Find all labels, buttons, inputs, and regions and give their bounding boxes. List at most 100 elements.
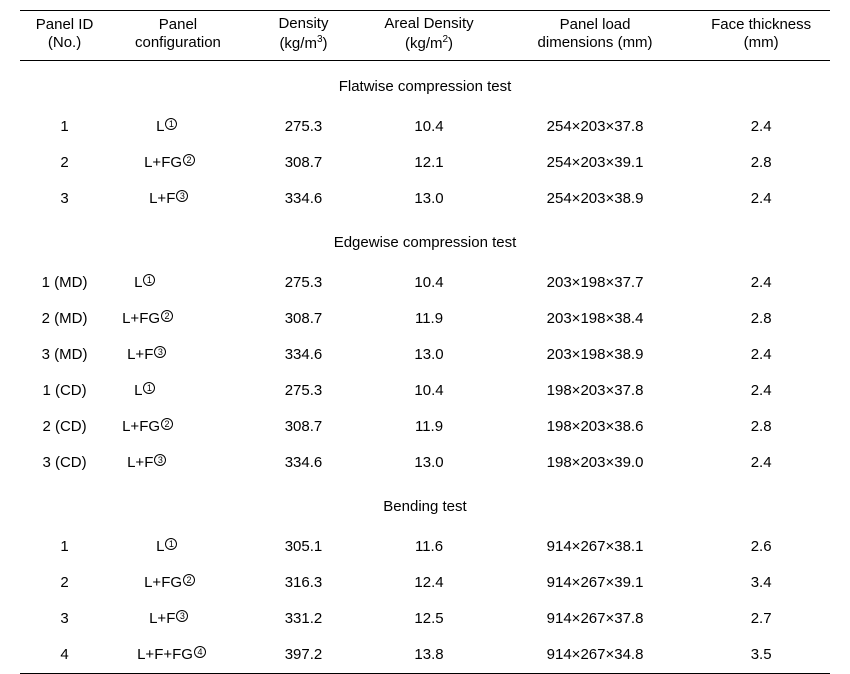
header-text: Panel load xyxy=(560,16,631,33)
cell-face-thickness: 2.4 xyxy=(692,373,830,409)
cell-areal-density: 13.0 xyxy=(360,337,498,373)
table-row: 2L+FG2308.712.1254×203×39.12.8 xyxy=(20,145,830,181)
config-base: L+FG xyxy=(122,418,160,435)
header-text: configuration xyxy=(135,34,221,51)
footnote-marker-icon: 3 xyxy=(176,190,188,202)
table-row: 4L+F+FG4397.213.8914×267×34.83.5 xyxy=(20,637,830,674)
cell-face-thickness: 2.4 xyxy=(692,337,830,373)
config-base: L+FG xyxy=(144,574,182,591)
cell-density: 331.2 xyxy=(247,601,360,637)
table-row: 2 (CD)L+FG2308.711.9198×203×38.62.8 xyxy=(20,409,830,445)
cell-face-thickness: 3.5 xyxy=(692,637,830,674)
footnote-marker-icon: 4 xyxy=(194,646,206,658)
cell-panel-config: L+FG2 xyxy=(109,565,247,601)
config-base: L+F xyxy=(127,346,153,363)
config-base: L+F xyxy=(127,454,153,471)
config-base: L+F+FG xyxy=(137,646,193,663)
config-base: L+F xyxy=(149,190,175,207)
cell-dimensions: 198×203×39.0 xyxy=(498,445,692,481)
cell-areal-density: 11.6 xyxy=(360,529,498,565)
cell-panel-id: 2 xyxy=(20,565,109,601)
table-row: 3 (MD)L+F3334.613.0203×198×38.92.4 xyxy=(20,337,830,373)
cell-dimensions: 914×267×39.1 xyxy=(498,565,692,601)
cell-dimensions: 254×203×38.9 xyxy=(498,181,692,217)
table-row: 3L+F3331.212.5914×267×37.82.7 xyxy=(20,601,830,637)
cell-density: 316.3 xyxy=(247,565,360,601)
cell-face-thickness: 2.7 xyxy=(692,601,830,637)
config-base: L xyxy=(156,538,164,555)
header-row: Panel ID (No.) Panel configuration Densi… xyxy=(20,11,830,61)
cell-face-thickness: 2.4 xyxy=(692,109,830,145)
config-base: L xyxy=(134,274,142,291)
config-base: L+FG xyxy=(122,310,160,327)
cell-panel-id: 3 (MD) xyxy=(20,337,109,373)
cell-panel-config: L1 xyxy=(109,529,247,565)
cell-panel-config: L1 xyxy=(109,109,247,145)
cell-panel-config: L1 xyxy=(109,373,247,409)
cell-panel-config: L+F3 xyxy=(109,337,247,373)
cell-density: 334.6 xyxy=(247,445,360,481)
cell-face-thickness: 2.8 xyxy=(692,145,830,181)
footnote-marker-icon: 2 xyxy=(161,418,173,430)
cell-density: 334.6 xyxy=(247,337,360,373)
table-row: 1 (MD)L1275.310.4203×198×37.72.4 xyxy=(20,265,830,301)
cell-density: 334.6 xyxy=(247,181,360,217)
header-text: Areal Density xyxy=(384,15,473,32)
cell-panel-id: 1 xyxy=(20,109,109,145)
cell-dimensions: 914×267×38.1 xyxy=(498,529,692,565)
footnote-marker-icon: 2 xyxy=(183,574,195,586)
cell-density: 308.7 xyxy=(247,145,360,181)
header-text: (mm) xyxy=(744,34,779,51)
cell-panel-id: 2 (CD) xyxy=(20,409,109,445)
footnote-marker-icon: 1 xyxy=(143,274,155,286)
config-base: L+FG xyxy=(144,154,182,171)
section-header-row: Edgewise compression test xyxy=(20,217,830,265)
cell-areal-density: 13.0 xyxy=(360,445,498,481)
footnote-marker-icon: 3 xyxy=(154,454,166,466)
cell-areal-density: 12.4 xyxy=(360,565,498,601)
cell-areal-density: 13.8 xyxy=(360,637,498,674)
cell-dimensions: 198×203×38.6 xyxy=(498,409,692,445)
section-header-row: Bending test xyxy=(20,481,830,529)
cell-panel-config: L+F3 xyxy=(109,445,247,481)
cell-face-thickness: 2.4 xyxy=(692,445,830,481)
header-text: ) xyxy=(323,35,328,52)
cell-dimensions: 203×198×38.9 xyxy=(498,337,692,373)
footnote-marker-icon: 1 xyxy=(165,118,177,130)
table-row: 1L1305.111.6914×267×38.12.6 xyxy=(20,529,830,565)
cell-dimensions: 203×198×37.7 xyxy=(498,265,692,301)
cell-panel-id: 3 xyxy=(20,601,109,637)
header-text: Density xyxy=(278,15,328,32)
table-row: 1L1275.310.4254×203×37.82.4 xyxy=(20,109,830,145)
cell-dimensions: 914×267×34.8 xyxy=(498,637,692,674)
cell-areal-density: 11.9 xyxy=(360,409,498,445)
cell-panel-id: 4 xyxy=(20,637,109,674)
header-text: (No.) xyxy=(48,34,81,51)
cell-panel-config: L+FG2 xyxy=(109,409,247,445)
cell-panel-config: L+F+FG4 xyxy=(109,637,247,674)
cell-panel-config: L+FG2 xyxy=(109,301,247,337)
col-density: Density (kg/m3) xyxy=(247,11,360,61)
cell-panel-id: 2 (MD) xyxy=(20,301,109,337)
table-row: 3L+F3334.613.0254×203×38.92.4 xyxy=(20,181,830,217)
section-header-row: Flatwise compression test xyxy=(20,60,830,109)
cell-areal-density: 12.1 xyxy=(360,145,498,181)
cell-density: 275.3 xyxy=(247,265,360,301)
cell-panel-config: L+F3 xyxy=(109,601,247,637)
footnote-marker-icon: 3 xyxy=(176,610,188,622)
cell-areal-density: 10.4 xyxy=(360,109,498,145)
cell-face-thickness: 2.4 xyxy=(692,265,830,301)
cell-face-thickness: 2.8 xyxy=(692,301,830,337)
config-base: L xyxy=(156,118,164,135)
footnote-marker-icon: 2 xyxy=(161,310,173,322)
cell-dimensions: 203×198×38.4 xyxy=(498,301,692,337)
footnote-marker-icon: 3 xyxy=(154,346,166,358)
table-row: 2 (MD)L+FG2308.711.9203×198×38.42.8 xyxy=(20,301,830,337)
cell-panel-id: 1 (MD) xyxy=(20,265,109,301)
section-title: Bending test xyxy=(20,481,830,529)
col-panel-config: Panel configuration xyxy=(109,11,247,61)
header-text: Panel ID xyxy=(36,16,94,33)
cell-dimensions: 254×203×37.8 xyxy=(498,109,692,145)
section-title: Edgewise compression test xyxy=(20,217,830,265)
header-text: Panel xyxy=(159,16,197,33)
